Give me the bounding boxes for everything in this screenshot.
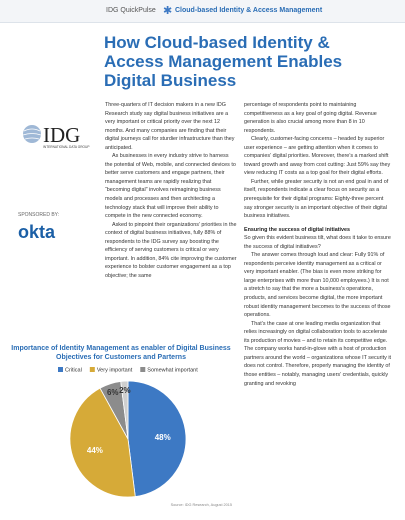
legend-label: Very important	[97, 368, 133, 374]
brand: IDG QuickPulse	[106, 7, 156, 14]
slice-label: 6%	[107, 388, 119, 397]
legend-swatch	[140, 367, 146, 372]
header-bar: IDG QuickPulse ✱ Cloud-based Identity & …	[0, 0, 405, 23]
paragraph: That’s the case at one leading media org…	[244, 320, 392, 387]
sponsored-label: SPONSORED BY:	[18, 212, 60, 218]
pie-slice	[69, 387, 136, 498]
legend-swatch	[58, 367, 63, 372]
paragraph: Further, while greater security is not a…	[244, 178, 389, 220]
legend-swatch	[89, 367, 95, 372]
paragraph: As businesses in every industry strive t…	[105, 153, 236, 220]
pie-slice	[127, 380, 187, 497]
okta-logo: okta	[18, 222, 56, 242]
paragraph: The answer comes through loud and clear:…	[244, 252, 391, 319]
legend-label: Somewhat important	[147, 368, 198, 374]
paragraph: Three-quarters of IT decision makers in …	[105, 102, 235, 151]
paragraph: Ensuring the success of digital initiati…	[244, 226, 351, 233]
globe-lines	[22, 128, 42, 140]
slice-label: 48%	[155, 433, 171, 442]
paragraph: percentage of respondents point to maint…	[244, 102, 377, 134]
title: How Cloud-based Identity & Access Manage…	[104, 33, 343, 90]
paragraph: Clearly, customer-facing concerns – head…	[244, 136, 391, 177]
paragraph: Asked to pinpoint their organizations’ p…	[105, 221, 237, 279]
idg-logo: IDG INTERNATIONAL DATA GROUP	[22, 123, 89, 149]
idg-wordmark: IDG	[43, 123, 80, 147]
pie-chart: Critical Very important Somewhat important…	[58, 367, 232, 507]
paragraph: So given this evident business tilt, wha…	[244, 235, 391, 250]
source-note: Source: IDG Research, August 2015	[171, 503, 232, 507]
idg-subtitle: INTERNATIONAL DATA GROUP	[43, 145, 89, 149]
slice-label: 44%	[87, 446, 103, 455]
column-2: percentage of respondents point to maint…	[244, 101, 392, 520]
pie-slice	[120, 380, 129, 440]
asterisk-icon: ✱	[163, 5, 173, 17]
chart-title: Importance of Identity Management as ena…	[11, 345, 231, 361]
column-1: Three-quarters of IT decision makers in …	[105, 101, 237, 341]
section-title: Cloud-based Identity & Access Management	[175, 7, 323, 14]
legend-label: Critical	[65, 368, 82, 374]
slice-label: 2%	[119, 386, 131, 395]
